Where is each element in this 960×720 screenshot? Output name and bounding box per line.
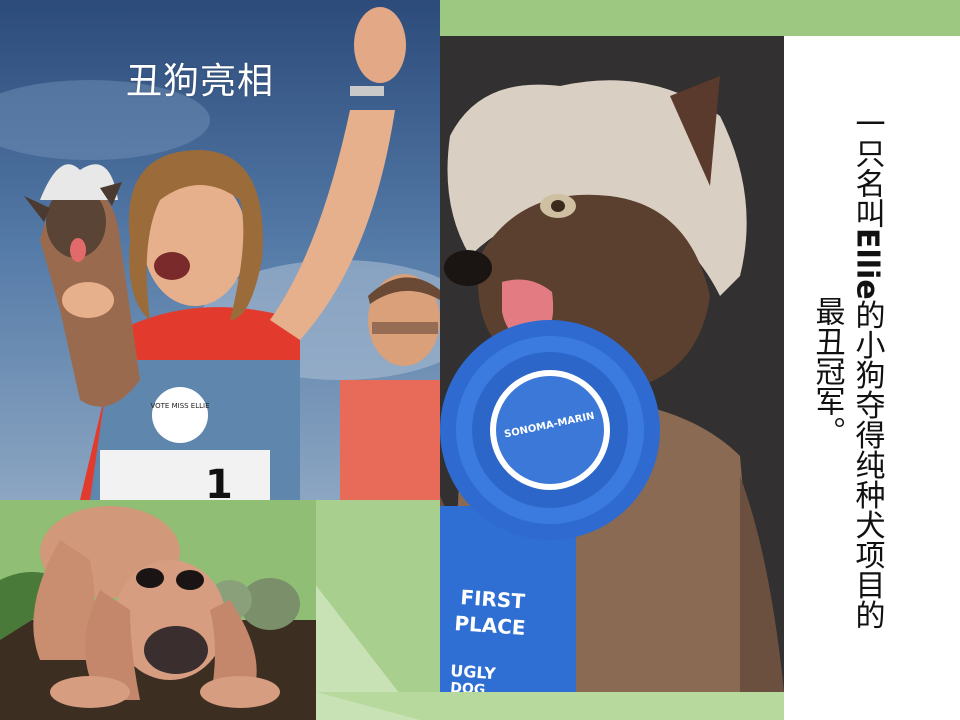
caption-col1-pre: 一只名叫 [849, 108, 885, 228]
vote-badge-text: VOTE MISS ELLIE [150, 402, 209, 410]
ribbon-line-dog: DOG [450, 680, 486, 692]
caption-column-1: 一只名叫Ellie的小狗夺得纯种犬项目的 [848, 108, 886, 630]
bib-number: 1 [205, 462, 233, 500]
photo-dog-with-ribbon: FIRST PLACE UGLY DOG SONOMA-MARIN [440, 36, 784, 692]
rosette-icon: SONOMA-MARIN [440, 320, 660, 540]
ribbon-line-ugly: UGLY [450, 661, 497, 683]
photo-cartoon-bloodhound [0, 500, 316, 720]
ribbon-line-place: PLACE [454, 611, 527, 640]
caption-col1-post: 的小狗夺得纯种犬项目的 [849, 299, 885, 630]
caption-column-2: 最丑冠军。 [809, 296, 845, 446]
photo-woman-with-dog: 1 VOTE MISS ELLIE [0, 0, 440, 500]
ribbon-line-first: FIRST [460, 585, 526, 613]
caption-dog-name: Ellie [849, 228, 885, 300]
slide-title: 丑狗亮相 [126, 61, 275, 102]
